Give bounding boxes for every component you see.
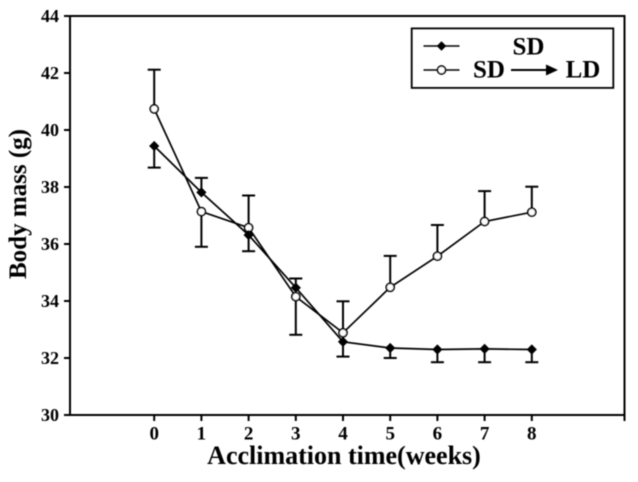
svg-text:44: 44 (41, 6, 59, 26)
svg-text:1: 1 (197, 424, 207, 445)
svg-text:8: 8 (527, 424, 537, 445)
svg-text:30: 30 (41, 405, 59, 425)
svg-text:4: 4 (338, 424, 348, 445)
svg-text:42: 42 (41, 63, 59, 83)
svg-text:Body mass (g): Body mass (g) (5, 129, 32, 279)
svg-text:36: 36 (41, 234, 59, 254)
svg-text:0: 0 (149, 424, 159, 445)
svg-text:34: 34 (41, 291, 59, 311)
svg-text:40: 40 (41, 120, 59, 140)
svg-text:2: 2 (244, 424, 254, 445)
svg-text:32: 32 (41, 348, 59, 368)
svg-text:SD: SD (473, 57, 505, 84)
svg-text:5: 5 (385, 424, 395, 445)
svg-text:3: 3 (291, 424, 301, 445)
svg-text:LD: LD (566, 57, 601, 84)
svg-text:38: 38 (41, 177, 59, 197)
svg-text:7: 7 (480, 424, 490, 445)
svg-text:6: 6 (433, 424, 443, 445)
svg-text:SD: SD (513, 34, 545, 61)
svg-text:Acclimation time(weeks): Acclimation time(weeks) (207, 441, 481, 470)
